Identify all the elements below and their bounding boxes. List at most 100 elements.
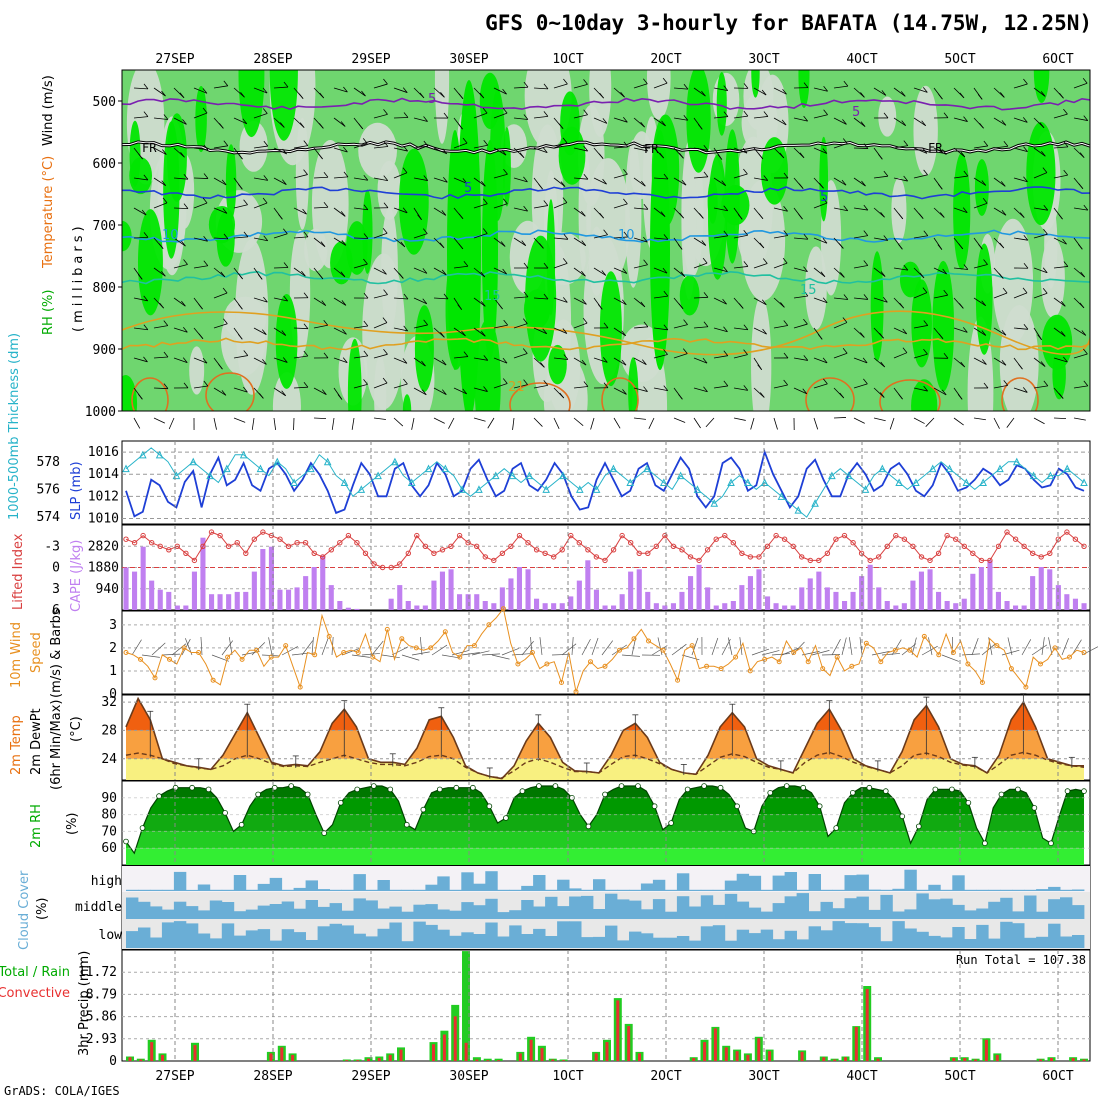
wind-barb-flag xyxy=(560,181,566,187)
rh-dry-patch xyxy=(992,218,1034,344)
wind-barb xyxy=(293,355,308,359)
surface-wind-barb xyxy=(773,417,778,430)
wind-barb xyxy=(693,237,707,246)
wind-barb xyxy=(893,352,908,359)
cape-bar xyxy=(636,569,642,610)
wind-barb xyxy=(653,295,668,299)
contour-label: 5 xyxy=(428,92,436,107)
wind-barb-flag xyxy=(960,361,966,368)
li-marker xyxy=(876,554,882,560)
precip-convective-bar xyxy=(551,1059,555,1061)
wind-barb xyxy=(1013,177,1028,183)
wind-barb-flag xyxy=(663,385,669,391)
cloud-bar xyxy=(712,889,726,891)
wind-barb xyxy=(1033,207,1048,211)
temp-tick-label: 32 xyxy=(101,695,117,710)
li-marker xyxy=(405,550,411,556)
wind-barb-flag xyxy=(263,296,268,303)
wind-barb-flag xyxy=(363,258,368,265)
precip-convective-bar xyxy=(291,1054,295,1061)
rh-moist-patch xyxy=(760,137,789,205)
wind-barb xyxy=(313,176,329,179)
li-marker xyxy=(371,561,377,567)
contour-label: 15 xyxy=(800,283,817,298)
wind-barb xyxy=(353,207,368,211)
wind-barb-flag xyxy=(1079,152,1085,158)
wind-barb xyxy=(633,177,646,187)
slp-series xyxy=(122,447,1088,518)
wind-barb xyxy=(613,87,625,98)
thickness-marker xyxy=(710,499,719,507)
wind-barb-flag xyxy=(183,382,189,389)
rh2m-marker xyxy=(354,786,361,793)
wind10m-barb xyxy=(501,648,519,656)
wind-barb-flag xyxy=(283,295,288,302)
wind10m-marker xyxy=(762,656,768,662)
cloud-bar xyxy=(173,921,187,948)
wind10m-barb xyxy=(371,640,384,656)
cape-bar xyxy=(790,605,796,610)
rh-moist-patch xyxy=(751,70,760,98)
wind-barb-flag xyxy=(137,274,143,280)
wind-barb-flag xyxy=(1023,262,1029,269)
contour-label: FR xyxy=(644,142,659,156)
wind10m-marker xyxy=(1081,650,1087,655)
wind-barb-flag xyxy=(363,175,369,181)
precip-convective-bar xyxy=(432,1044,435,1061)
surface-wind-barb xyxy=(613,417,621,429)
wind-barb-flag xyxy=(758,153,764,160)
wind-barb xyxy=(693,147,708,151)
wind10m-barb xyxy=(727,637,733,656)
rh-dry-patch xyxy=(239,120,268,172)
wind-barb-flag xyxy=(543,380,549,386)
wind-barb xyxy=(393,297,408,300)
wind10m-marker xyxy=(326,633,332,639)
cloud-bar xyxy=(233,911,247,919)
wind-barb-flag xyxy=(483,140,489,146)
precip-convective-bar xyxy=(995,1054,999,1061)
slp-tick-label: 1014 xyxy=(88,467,119,482)
rh2m-marker xyxy=(849,789,856,796)
thickness-marker xyxy=(155,450,164,459)
thickness-marker xyxy=(861,485,870,493)
thickness-marker xyxy=(138,450,147,459)
wind10m-barb xyxy=(268,637,273,656)
cloud-bar xyxy=(940,898,953,919)
cloud-bar xyxy=(126,931,139,948)
rh-moist-patch xyxy=(819,136,829,222)
li-tick-label: 3 xyxy=(52,582,60,597)
cape-bar xyxy=(414,605,420,610)
wind-barb-flag xyxy=(782,257,788,264)
wind10m-barb xyxy=(811,650,830,656)
wind10m-marker xyxy=(196,650,202,655)
cape-bar xyxy=(337,601,343,610)
pressure-tick-label: 500 xyxy=(93,95,116,110)
cloud-bar xyxy=(341,925,354,948)
surface-wind-barb xyxy=(168,417,175,430)
wind-barb xyxy=(433,147,447,155)
ylabel-millibars: (millibars) xyxy=(71,222,86,332)
wind-barb-flag xyxy=(841,179,847,186)
wind10m-marker xyxy=(486,622,492,628)
cloud-bar xyxy=(952,904,965,919)
cloud-bar xyxy=(485,871,498,891)
cloud-bar xyxy=(485,898,498,919)
cloud-bar xyxy=(317,906,330,919)
wind-barb-flag xyxy=(703,171,709,178)
wind-barb-flag xyxy=(663,290,669,297)
wind-barb-flag xyxy=(662,267,668,274)
wind-barb-flag xyxy=(883,296,888,303)
cloud-bar xyxy=(389,906,402,919)
wind10m-barb xyxy=(461,652,480,656)
wind-barb-flag xyxy=(1062,238,1067,245)
wind-barb-flag xyxy=(1001,330,1007,336)
wind-barb-flag xyxy=(221,390,227,396)
date-label-bottom: 4OCT xyxy=(846,1069,877,1084)
cape-bar xyxy=(439,571,445,610)
li-marker xyxy=(1004,529,1010,535)
wind-barb-flag xyxy=(640,301,646,308)
wind-barb xyxy=(413,357,426,367)
wind-barb-flag xyxy=(522,318,528,324)
wind-barb-flag xyxy=(822,357,828,364)
wind-barb xyxy=(1033,147,1046,157)
